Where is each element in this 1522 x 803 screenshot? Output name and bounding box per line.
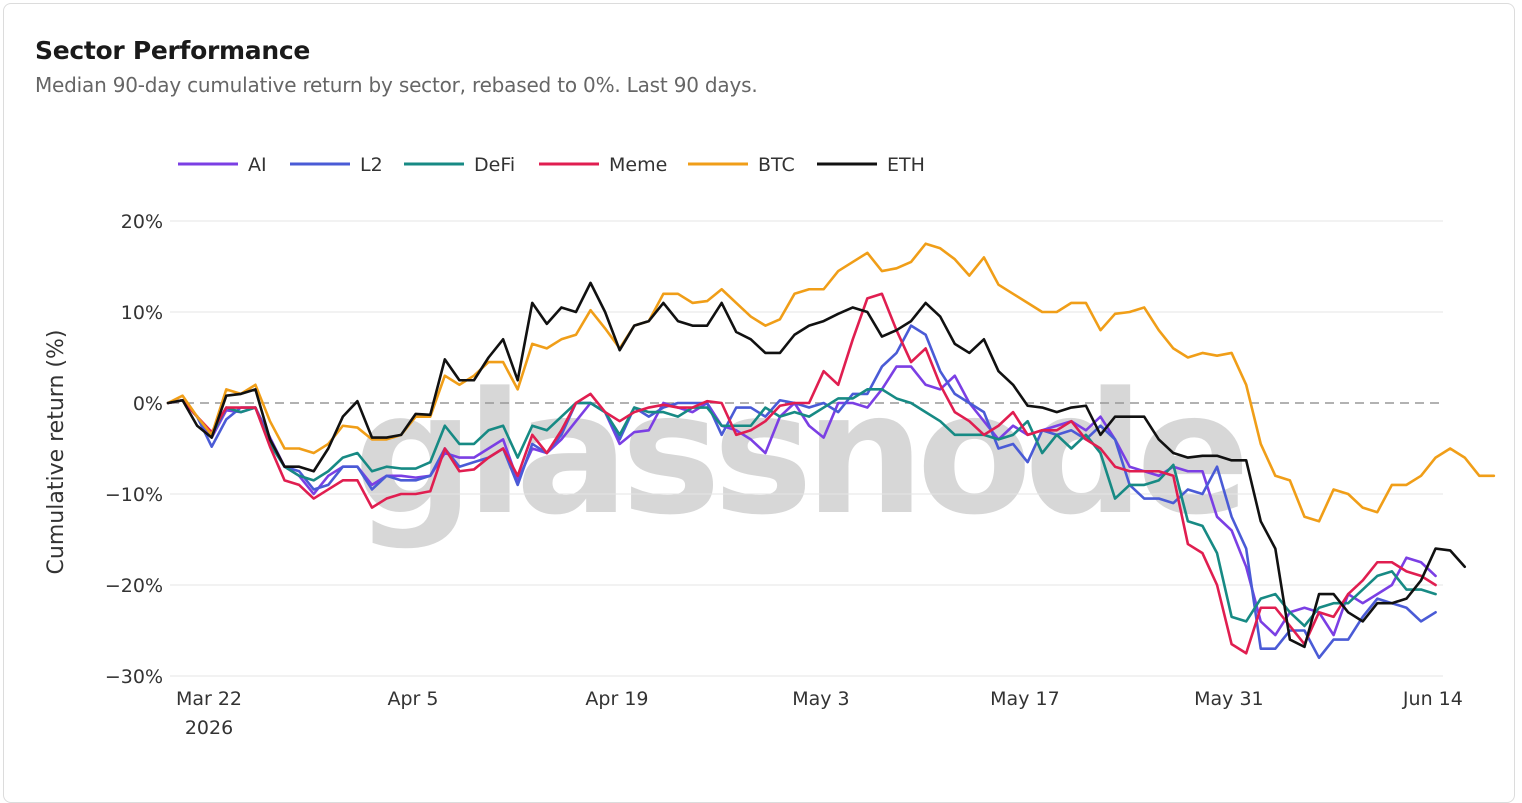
legend-item-eth[interactable]: ETH [817,154,925,176]
legend-label: L2 [360,154,383,176]
y-tick-label: 20% [121,211,163,233]
x-tick-label: Apr 5 [387,688,438,710]
legend: AI L2 DeFi Meme BTC ETH [178,154,925,176]
watermark: glassnode [354,356,1242,552]
legend-item-defi[interactable]: DeFi [404,154,515,176]
series-line-defi [166,388,1437,628]
x-tick-label: Jun 14 [1402,688,1463,710]
series-line-l2 [166,324,1437,660]
legend-item-l2[interactable]: L2 [290,154,383,176]
chart-subtitle: Median 90-day cumulative return by secto… [35,73,758,97]
y-tick-label: −30% [105,666,163,688]
x-tick-label: May 17 [990,688,1060,710]
y-tick-label: 10% [121,302,163,324]
y-axis-label: Cumulative return (%) [44,330,69,575]
x-tick-label: May 3 [792,688,849,710]
x-tick-label: Apr 19 [585,688,648,710]
legend-label: ETH [887,154,925,176]
series-line-btc [166,242,1496,523]
series-line-eth [166,281,1467,649]
axes: 20% 10% 0% −10% −20% −30% Mar 22 2026 Apr 5 Apr 1… [105,211,1463,739]
legend-item-ai[interactable]: AI [178,154,267,176]
y-tick-label: −10% [105,484,163,506]
legend-label: DeFi [474,154,515,176]
y-tick-label: 0% [133,393,163,415]
x-tick-label: May 31 [1194,688,1264,710]
series-lines [166,242,1496,660]
y-tick-label: −20% [105,575,163,597]
x-tick-sublabel: 2026 [185,717,233,739]
legend-label: BTC [758,154,795,176]
legend-label: AI [248,154,267,176]
chart-title: Sector Performance [35,36,311,65]
legend-item-btc[interactable]: BTC [688,154,795,176]
legend-label: Meme [609,154,667,176]
legend-item-meme[interactable]: Meme [539,154,667,176]
x-tick-label: Mar 22 [176,688,242,710]
series-line-meme [166,292,1437,655]
